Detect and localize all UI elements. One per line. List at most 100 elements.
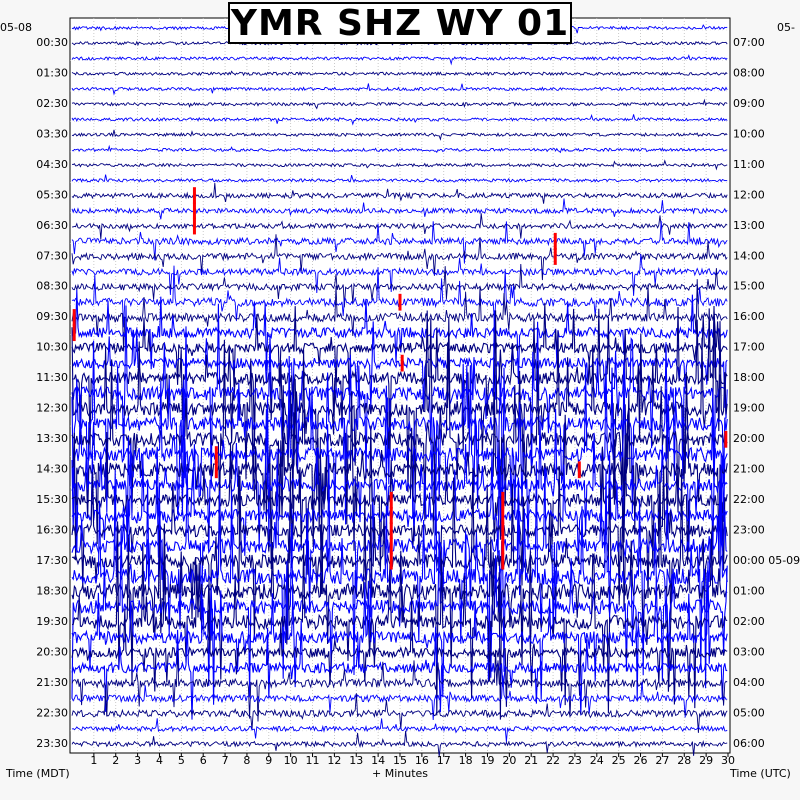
right-time-label: 23:00 (733, 523, 765, 536)
x-tick-label: 13 (349, 754, 363, 767)
clip-layer (72, 187, 728, 570)
right-axis-label: Time (UTC) (729, 767, 791, 780)
x-tick-label: 27 (655, 754, 669, 767)
seismic-trace (71, 649, 728, 722)
x-tick-label: 28 (677, 754, 691, 767)
left-time-label: 10:30 (36, 341, 68, 354)
right-time-label: 19:00 (733, 402, 765, 415)
left-time-label: 13:30 (36, 432, 68, 445)
seismic-trace (71, 458, 728, 606)
seismic-trace (71, 159, 728, 171)
right-time-label: 21:00 (733, 463, 765, 476)
trace-layer (71, 24, 728, 757)
right-date-label: 05- (777, 21, 795, 34)
chart-title: YMR SHZ WY 01 (228, 2, 572, 44)
right-time-label: 17:00 (733, 341, 765, 354)
seismic-trace (71, 234, 728, 281)
seismic-trace (71, 339, 728, 540)
x-tick-label: 10 (284, 754, 298, 767)
seismic-trace (71, 279, 728, 352)
left-time-label: 12:30 (36, 402, 68, 415)
x-tick-label: 20 (502, 754, 516, 767)
left-date-label: 05-08 (0, 21, 32, 34)
seismic-trace (71, 561, 728, 700)
right-time-label: 18:00 (733, 371, 765, 384)
right-time-label: 22:00 (733, 493, 765, 506)
x-tick-label: 14 (371, 754, 385, 767)
right-time-label: 03:00 (733, 645, 765, 658)
left-time-label: 00:30 (36, 36, 68, 49)
right-time-label: 13:00 (733, 219, 765, 232)
seismic-trace (71, 198, 728, 220)
left-time-label: 23:30 (36, 737, 68, 750)
x-tick-label: 26 (634, 754, 648, 767)
left-time-label: 05:30 (36, 188, 68, 201)
left-time-label: 01:30 (36, 66, 68, 79)
left-time-label: 04:30 (36, 158, 68, 171)
seismic-trace (71, 263, 728, 308)
seismic-trace (71, 675, 728, 721)
x-axis-label: + Minutes (372, 767, 428, 780)
seismic-trace (72, 213, 728, 240)
right-time-label: 07:00 (733, 36, 765, 49)
right-time-label: 05:00 (733, 706, 765, 719)
x-tick-label: 1 (90, 754, 97, 767)
x-tick-label: 7 (222, 754, 229, 767)
seismic-trace (71, 597, 728, 707)
left-time-label: 21:30 (36, 676, 68, 689)
x-tick-label: 17 (437, 754, 451, 767)
x-tick-label: 25 (612, 754, 626, 767)
seismic-trace (71, 182, 728, 204)
seismic-trace (71, 310, 728, 509)
left-time-label: 08:30 (36, 280, 68, 293)
seismic-trace (71, 355, 728, 542)
x-tick-label: 6 (200, 754, 207, 767)
seismic-trace (71, 443, 728, 565)
right-time-label: 02:00 (733, 615, 765, 628)
x-tick-label: 8 (243, 754, 250, 767)
right-time-label: 14:00 (733, 249, 765, 262)
x-tick-label: 29 (699, 754, 713, 767)
x-tick-label: 19 (480, 754, 494, 767)
left-time-label: 14:30 (36, 463, 68, 476)
seismic-trace (71, 305, 728, 456)
seismic-trace (71, 253, 728, 296)
left-time-label: 03:30 (36, 127, 68, 140)
seismic-trace (71, 372, 728, 570)
seismic-trace (71, 144, 728, 154)
seismic-trace (71, 690, 728, 733)
right-time-label: 11:00 (733, 158, 765, 171)
x-tick-label: 2 (112, 754, 119, 767)
seismic-trace (71, 303, 728, 489)
right-time-label: 01:00 (733, 584, 765, 597)
left-axis-label: Time (MDT) (5, 767, 70, 780)
left-time-label: 18:30 (36, 584, 68, 597)
x-tick-label: 9 (265, 754, 272, 767)
seismic-trace (71, 408, 728, 558)
seismic-trace (71, 718, 728, 742)
right-time-label: 10:00 (733, 127, 765, 140)
right-time-label: 00:00 05-09 (733, 554, 800, 567)
right-time-label: 08:00 (733, 66, 765, 79)
left-time-label: 17:30 (36, 554, 68, 567)
seismic-trace (71, 326, 728, 525)
right-time-label: 04:00 (733, 676, 765, 689)
seismic-trace (71, 523, 728, 705)
right-time-label: 12:00 (733, 188, 765, 201)
seismic-trace (71, 521, 728, 714)
seismic-trace (71, 302, 728, 396)
tick-layer: 1 2 3 4 5 6 7 8 9 10 11 12 13 14 15 16 17 18 19 20 21 22 23 24 2… (36, 36, 800, 767)
seismic-trace (71, 129, 728, 141)
x-tick-label: 18 (459, 754, 473, 767)
right-time-label: 09:00 (733, 97, 765, 110)
x-tick-label: 15 (393, 754, 407, 767)
x-tick-label: 30 (721, 754, 735, 767)
x-tick-label: 3 (134, 754, 141, 767)
x-tick-label: 16 (415, 754, 429, 767)
left-time-label: 22:30 (36, 706, 68, 719)
left-time-label: 15:30 (36, 493, 68, 506)
right-time-label: 15:00 (733, 280, 765, 293)
left-time-label: 07:30 (36, 249, 68, 262)
right-time-label: 16:00 (733, 310, 765, 323)
